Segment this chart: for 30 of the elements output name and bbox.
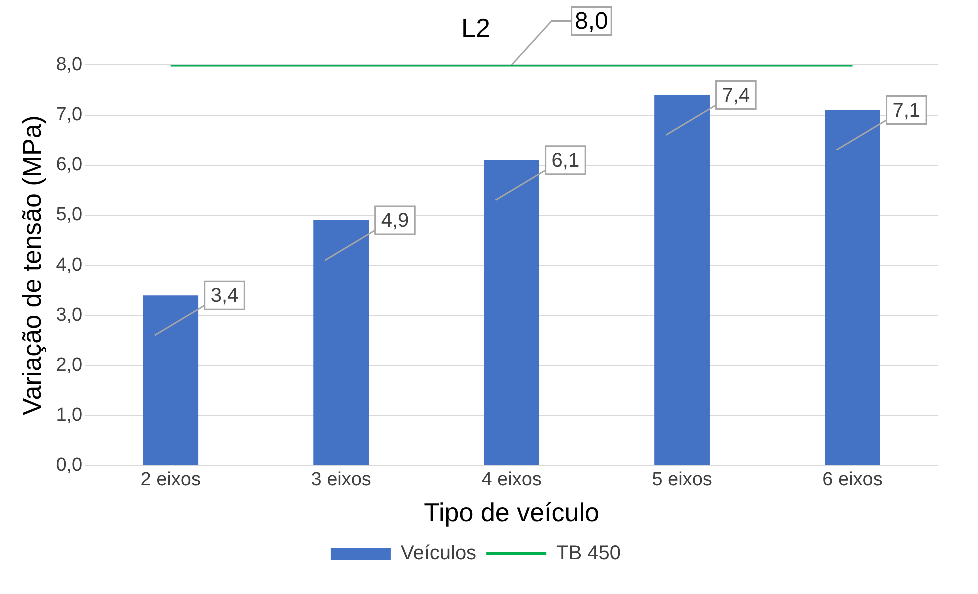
data-label: 6,1 <box>552 150 580 172</box>
y-tick-label: 6,0 <box>56 154 83 176</box>
x-tick-label: 5 eixos <box>652 470 712 491</box>
x-axis-title: Tipo de veículo <box>424 498 600 528</box>
y-axis-title: Variação de tensão (MPa) <box>16 116 47 416</box>
y-tick-label: 1,0 <box>56 405 83 426</box>
bar <box>143 296 199 466</box>
chart-title: L2 <box>462 12 490 43</box>
bar <box>825 110 880 466</box>
data-label: 7,1 <box>892 100 921 122</box>
x-tick-label: 3 eixos <box>311 470 372 491</box>
bar <box>654 95 710 466</box>
bar <box>484 160 540 466</box>
y-tick-label: 5,0 <box>56 204 83 226</box>
x-tick-label: 6 eixos <box>822 470 883 491</box>
y-tick-label: 7,0 <box>56 104 83 126</box>
x-tick-label: 4 eixos <box>482 470 542 491</box>
y-tick-label: 3,0 <box>56 304 83 326</box>
bar <box>314 220 370 466</box>
y-tick-label: 0,0 <box>56 455 83 476</box>
data-label: 3,4 <box>210 285 239 308</box>
data-label: 4,9 <box>381 210 410 232</box>
y-tick-label: 2,0 <box>56 355 83 376</box>
legend-label: Veículos <box>400 542 477 565</box>
x-tick-label: 2 eixos <box>140 470 201 491</box>
data-label: 7,4 <box>722 84 750 107</box>
legend-label: TB 450 <box>556 542 622 565</box>
y-tick-label: 8,0 <box>56 54 83 76</box>
data-label: 8,0 <box>575 8 608 35</box>
y-tick-label: 4,0 <box>56 254 83 276</box>
